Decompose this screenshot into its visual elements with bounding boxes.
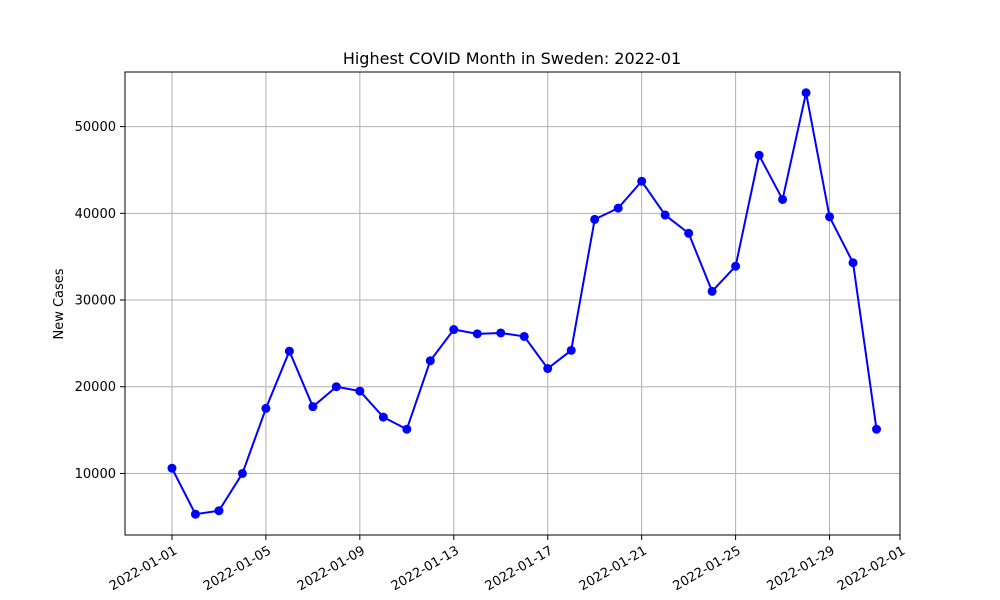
x-tick-label: 2022-01-21: [577, 543, 650, 594]
x-tick-label: 2022-01-17: [483, 543, 556, 594]
x-tick-label: 2022-01-29: [765, 543, 838, 594]
data-point: [167, 463, 177, 473]
x-tick-label: 2022-01-25: [671, 543, 744, 594]
data-point: [566, 345, 576, 355]
y-tick-label: 30000: [75, 294, 116, 309]
y-tick-label: 10000: [75, 467, 116, 482]
data-point: [801, 88, 811, 98]
data-point: [754, 150, 764, 160]
data-point: [613, 203, 623, 213]
data-point: [449, 325, 459, 335]
data-point: [378, 412, 388, 422]
data-point: [684, 228, 694, 238]
data-point: [425, 356, 435, 366]
y-tick-label: 20000: [75, 380, 116, 395]
data-point: [872, 424, 882, 434]
data-point: [331, 382, 341, 392]
y-tick-label: 40000: [75, 207, 116, 222]
data-point: [355, 386, 365, 396]
y-tick-label: 50000: [75, 120, 116, 135]
data-point: [402, 424, 412, 434]
data-point: [707, 286, 717, 296]
data-point: [848, 258, 858, 268]
data-point: [543, 364, 553, 374]
series-layer: [167, 88, 882, 519]
y-axis-title: New Cases: [52, 268, 67, 339]
data-point: [472, 329, 482, 339]
data-point: [284, 346, 294, 356]
data-point: [261, 403, 271, 413]
data-point: [590, 214, 600, 224]
data-point: [825, 212, 835, 222]
data-point: [519, 331, 529, 341]
data-point: [237, 468, 247, 478]
data-point: [637, 176, 647, 186]
plot-frame: [124, 71, 901, 536]
data-point: [190, 509, 200, 519]
x-tick-label: 2022-01-05: [201, 543, 274, 594]
chart-title: Highest COVID Month in Sweden: 2022-01: [343, 49, 681, 68]
data-point: [778, 194, 788, 204]
x-tick-label: 2022-01-13: [389, 543, 462, 594]
x-tick-label: 2022-01-01: [107, 543, 180, 594]
data-point: [496, 328, 506, 338]
data-point: [660, 210, 670, 220]
data-point: [731, 261, 741, 271]
data-point: [308, 402, 318, 412]
series-line: [171, 91, 878, 516]
data-point: [214, 506, 224, 516]
grid: [125, 72, 901, 535]
x-tick-label: 2022-01-09: [295, 543, 368, 594]
x-tick-label: 2022-02-01: [835, 543, 908, 594]
